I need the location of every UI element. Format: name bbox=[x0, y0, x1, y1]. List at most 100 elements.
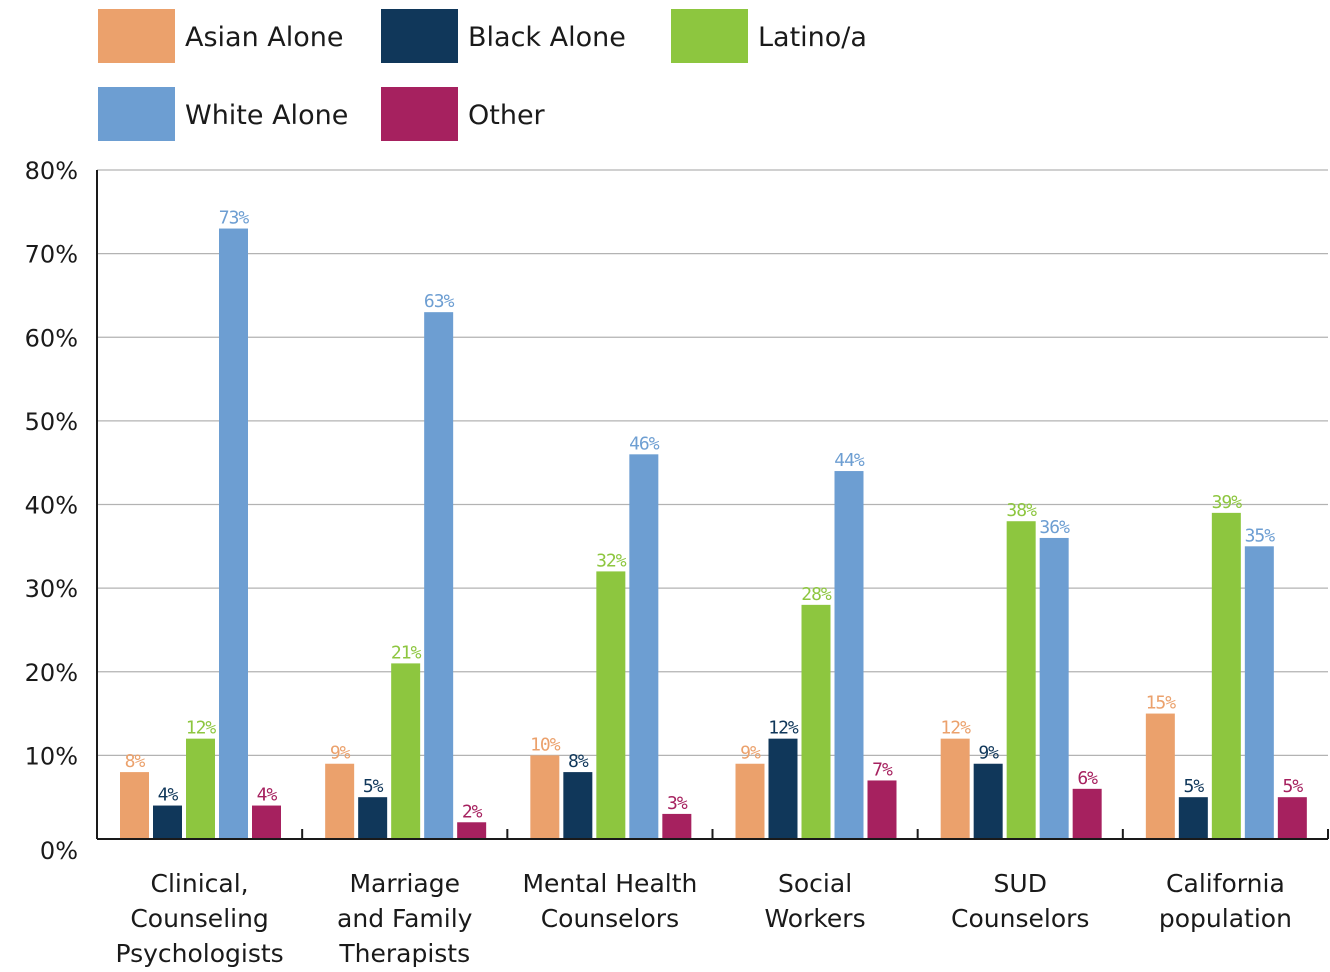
bar-latino-a-2 bbox=[391, 663, 421, 839]
data-label-asian-alone-5: 12% bbox=[940, 718, 971, 739]
data-label-other-2: 2% bbox=[462, 801, 483, 822]
bar-asian-alone-3 bbox=[530, 755, 560, 839]
bar-black-alone-6 bbox=[1178, 797, 1208, 839]
y-tick-label: 20% bbox=[25, 659, 78, 687]
data-label-other-6: 5% bbox=[1282, 776, 1303, 797]
x-category-label-2: Marriage and Family Therapists bbox=[337, 869, 473, 968]
x-category-label-line: Workers bbox=[765, 904, 866, 933]
data-labels: 8% 4% 12% 73% 4% 9% 5% 21% 63% 2% 10% 8% 32% 46% 3% 9% 1… bbox=[125, 208, 1305, 823]
legend-item-white-alone: White Alone bbox=[98, 87, 348, 141]
data-label-black-alone-6: 5% bbox=[1183, 776, 1204, 797]
legend-label-asian-alone: Asian Alone bbox=[185, 22, 344, 53]
legend-label-latino-a: Latino/a bbox=[758, 22, 867, 53]
bar-asian-alone-4 bbox=[735, 763, 765, 839]
legend-item-latino-a: Latino/a bbox=[671, 9, 867, 63]
y-tick-label: 80% bbox=[25, 157, 78, 185]
x-category-label-line: Counseling bbox=[130, 904, 268, 933]
x-category-label-line: SUD bbox=[994, 869, 1047, 898]
bar-white-alone-4 bbox=[834, 471, 864, 839]
bar-asian-alone-6 bbox=[1145, 713, 1175, 839]
y-tick-label: 30% bbox=[25, 575, 78, 603]
data-label-black-alone-4: 12% bbox=[768, 718, 799, 739]
data-label-white-alone-2: 63% bbox=[424, 291, 455, 312]
bar-other-1 bbox=[252, 805, 281, 839]
legend-item-other: Other bbox=[381, 87, 546, 141]
bar-other-3 bbox=[662, 813, 692, 839]
bar-latino-a-3 bbox=[596, 571, 626, 839]
legend-swatch-latino-a bbox=[671, 9, 748, 63]
data-label-white-alone-3: 46% bbox=[629, 433, 660, 454]
x-category-label-line: Psychologists bbox=[115, 939, 283, 968]
data-label-asian-alone-2: 9% bbox=[330, 743, 351, 764]
bar-black-alone-1 bbox=[153, 805, 182, 839]
data-label-black-alone-2: 5% bbox=[363, 776, 384, 797]
y-tick-label: 0% bbox=[40, 837, 78, 865]
x-category-label-line: California bbox=[1166, 869, 1285, 898]
legend-swatch-black-alone bbox=[381, 9, 458, 63]
bar-latino-a-1 bbox=[186, 738, 215, 839]
data-label-black-alone-1: 4% bbox=[158, 785, 179, 806]
x-category-label-line: Clinical, bbox=[151, 869, 249, 898]
bar-asian-alone-2 bbox=[325, 763, 355, 839]
bar-other-2 bbox=[457, 822, 487, 839]
bars bbox=[120, 228, 1307, 840]
data-label-asian-alone-3: 10% bbox=[530, 734, 561, 755]
legend-label-other: Other bbox=[468, 100, 546, 131]
data-label-white-alone-5: 36% bbox=[1039, 517, 1070, 538]
x-category-label-line: Counselors bbox=[951, 904, 1089, 933]
x-category-label-line: Therapists bbox=[338, 939, 470, 968]
gridlines bbox=[97, 169, 1328, 756]
data-label-latino-a-2: 21% bbox=[391, 642, 422, 663]
y-tick-label: 40% bbox=[25, 492, 78, 520]
data-label-white-alone-4: 44% bbox=[834, 450, 865, 471]
bar-black-alone-5 bbox=[973, 763, 1003, 839]
bar-asian-alone-1 bbox=[120, 772, 149, 839]
bar-white-alone-3 bbox=[629, 454, 659, 839]
x-category-label-1: Clinical, Counseling Psychologists bbox=[115, 869, 283, 968]
y-tick-label: 70% bbox=[25, 241, 78, 269]
data-label-white-alone-6: 35% bbox=[1245, 525, 1276, 546]
bar-other-6 bbox=[1277, 797, 1307, 839]
chart-legend: Asian Alone Black Alone Latino/a White Alon… bbox=[98, 9, 867, 141]
y-tick-label: 10% bbox=[25, 742, 78, 770]
x-category-label-5: SUD Counselors bbox=[951, 869, 1089, 933]
data-label-latino-a-4: 28% bbox=[801, 584, 832, 605]
bar-white-alone-2 bbox=[424, 312, 454, 840]
data-label-other-1: 4% bbox=[257, 785, 278, 806]
legend-swatch-asian-alone bbox=[98, 9, 175, 63]
bar-white-alone-6 bbox=[1244, 546, 1274, 839]
data-label-asian-alone-6: 15% bbox=[1146, 693, 1177, 714]
bar-latino-a-4 bbox=[801, 604, 831, 839]
legend-item-black-alone: Black Alone bbox=[381, 9, 626, 63]
bar-black-alone-3 bbox=[563, 772, 593, 839]
bar-black-alone-4 bbox=[768, 738, 798, 839]
data-label-black-alone-5: 9% bbox=[978, 743, 999, 764]
data-label-other-4: 7% bbox=[872, 759, 893, 780]
bar-asian-alone-5 bbox=[940, 738, 970, 839]
bar-white-alone-5 bbox=[1039, 537, 1069, 839]
bar-latino-a-6 bbox=[1211, 512, 1241, 839]
legend-swatch-other bbox=[381, 87, 458, 141]
x-category-label-3: Mental Health Counselors bbox=[522, 869, 697, 933]
bar-latino-a-5 bbox=[1006, 521, 1036, 839]
y-tick-label: 60% bbox=[25, 324, 78, 352]
data-label-latino-a-3: 32% bbox=[596, 550, 627, 571]
x-category-label-line: Counselors bbox=[541, 904, 679, 933]
legend-swatch-white-alone bbox=[98, 87, 175, 141]
x-category-label-line: Marriage bbox=[349, 869, 460, 898]
x-axis: Clinical, Counseling Psychologists Marriage… bbox=[97, 829, 1329, 968]
x-category-label-4: Social Workers bbox=[765, 869, 866, 933]
x-category-label-6: California population bbox=[1159, 869, 1292, 933]
bar-other-5 bbox=[1072, 788, 1102, 839]
data-label-other-3: 3% bbox=[667, 793, 688, 814]
data-label-white-alone-1: 73% bbox=[219, 208, 250, 229]
y-axis: 0% 10% 20% 30% 40% 50% 60% 70% 80% bbox=[25, 157, 98, 865]
legend-label-black-alone: Black Alone bbox=[468, 22, 626, 53]
y-tick-label: 50% bbox=[25, 408, 78, 436]
data-label-latino-a-6: 39% bbox=[1212, 492, 1243, 513]
bar-black-alone-2 bbox=[358, 797, 388, 839]
bar-other-4 bbox=[867, 780, 897, 839]
x-category-label-line: Mental Health bbox=[522, 869, 697, 898]
data-label-latino-a-1: 12% bbox=[186, 718, 217, 739]
